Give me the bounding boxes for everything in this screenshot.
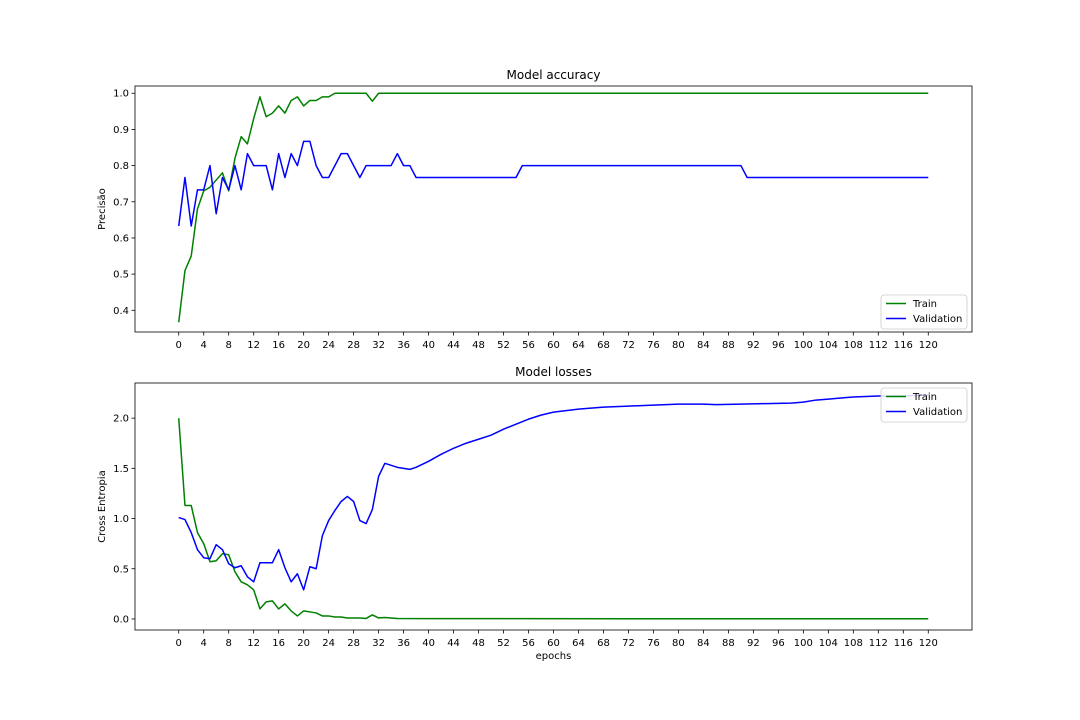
x-tick-label: 16 — [272, 638, 285, 649]
x-tick-label: 0 — [176, 638, 182, 649]
x-tick-label: 60 — [547, 340, 560, 351]
x-tick-label: 116 — [894, 638, 913, 649]
x-tick-label: 8 — [226, 340, 232, 351]
series-line-validation — [178, 394, 929, 591]
y-tick-label: 1.5 — [113, 464, 129, 475]
x-tick-label: 12 — [247, 638, 260, 649]
x-tick-label: 68 — [597, 340, 610, 351]
y-tick-label: 2.0 — [113, 414, 129, 425]
x-tick-label: 52 — [497, 638, 510, 649]
x-tick-label: 92 — [747, 340, 760, 351]
x-tick-label: 52 — [497, 340, 510, 351]
y-tick-label: 0.4 — [113, 306, 129, 317]
x-tick-label: 12 — [247, 340, 260, 351]
y-tick-label: 0.9 — [113, 125, 129, 136]
x-tick-label: 44 — [447, 340, 460, 351]
x-tick-label: 0 — [176, 340, 182, 351]
x-tick-label: 40 — [422, 638, 435, 649]
y-tick-label: 0.0 — [113, 614, 129, 625]
x-tick-label: 44 — [447, 638, 460, 649]
plot-frame — [134, 382, 973, 631]
x-tick-label: 56 — [522, 638, 535, 649]
x-tick-label: 68 — [597, 638, 610, 649]
x-tick-label: 120 — [919, 340, 938, 351]
x-tick-label: 40 — [422, 340, 435, 351]
x-axis-label: epochs — [536, 651, 572, 662]
chart-title: Model losses — [515, 365, 592, 379]
x-tick-label: 76 — [647, 340, 660, 351]
x-tick-label: 112 — [869, 340, 888, 351]
x-tick-label: 32 — [372, 638, 385, 649]
x-tick-label: 72 — [622, 340, 635, 351]
legend: Train Validation — [880, 294, 968, 330]
y-tick-label: 1.0 — [113, 89, 129, 100]
x-tick-label: 64 — [572, 340, 585, 351]
x-tick-label: 24 — [322, 340, 335, 351]
series-line-train — [177, 92, 929, 323]
x-tick-label: 80 — [672, 638, 685, 649]
chart-title: Model accuracy — [507, 68, 601, 82]
x-tick-label: 20 — [297, 340, 310, 351]
y-tick-label: 0.5 — [113, 564, 129, 575]
x-tick-label: 36 — [397, 638, 410, 649]
legend-label-validation: Validation — [913, 314, 962, 325]
x-tick-label: 104 — [819, 638, 838, 649]
x-tick-label: 116 — [894, 340, 913, 351]
x-tick-label: 112 — [869, 638, 888, 649]
x-tick-label: 84 — [697, 340, 710, 351]
x-tick-label: 96 — [772, 638, 785, 649]
x-tick-label: 100 — [794, 638, 813, 649]
x-tick-label: 108 — [844, 638, 863, 649]
x-tick-label: 72 — [622, 638, 635, 649]
y-tick-label: 0.8 — [113, 161, 129, 172]
y-tick-label: 1.0 — [113, 514, 129, 525]
x-tick-label: 76 — [647, 638, 660, 649]
x-tick-label: 88 — [722, 638, 735, 649]
x-tick-label: 20 — [297, 638, 310, 649]
x-tick-label: 64 — [572, 638, 585, 649]
legend-label-train: Train — [912, 392, 937, 403]
x-tick-label: 16 — [272, 340, 285, 351]
x-tick-label: 80 — [672, 340, 685, 351]
x-tick-label: 48 — [472, 340, 485, 351]
x-tick-label: 108 — [844, 340, 863, 351]
y-tick-label: 0.7 — [113, 197, 129, 208]
x-tick-label: 92 — [747, 638, 760, 649]
x-tick-label: 104 — [819, 340, 838, 351]
x-tick-label: 48 — [472, 638, 485, 649]
x-tick-label: 4 — [201, 340, 207, 351]
chart-panel-1: 0 4 8 12 16 20 24 28 32 36 40 44 48 52 56 60 64 68 72 76 80 8… — [97, 68, 973, 351]
x-tick-label: 56 — [522, 340, 535, 351]
x-tick-label: 60 — [547, 638, 560, 649]
x-tick-label: 120 — [919, 638, 938, 649]
y-axis-label: Precisão — [97, 188, 108, 230]
series-line-train — [177, 418, 929, 620]
x-tick-label: 28 — [347, 340, 360, 351]
x-tick-label: 4 — [201, 638, 207, 649]
chart-panel-2: 0 4 8 12 16 20 24 28 32 36 40 44 48 52 56 60 64 68 72 76 80 8… — [97, 365, 973, 662]
x-tick-label: 84 — [697, 638, 710, 649]
series-line-validation — [177, 140, 929, 227]
plot-frame — [134, 85, 973, 333]
y-axis-label: Cross Entropia — [97, 470, 108, 542]
legend-label-train: Train — [912, 299, 937, 310]
x-tick-label: 8 — [226, 638, 232, 649]
x-tick-label: 88 — [722, 340, 735, 351]
x-tick-label: 28 — [347, 638, 360, 649]
x-tick-label: 32 — [372, 340, 385, 351]
y-tick-label: 0.5 — [113, 270, 129, 281]
x-tick-label: 24 — [322, 638, 335, 649]
legend-label-validation: Validation — [913, 407, 962, 418]
x-tick-label: 100 — [794, 340, 813, 351]
y-tick-label: 0.6 — [113, 233, 129, 244]
legend: Train Validation — [880, 387, 968, 423]
x-tick-label: 36 — [397, 340, 410, 351]
x-tick-label: 96 — [772, 340, 785, 351]
